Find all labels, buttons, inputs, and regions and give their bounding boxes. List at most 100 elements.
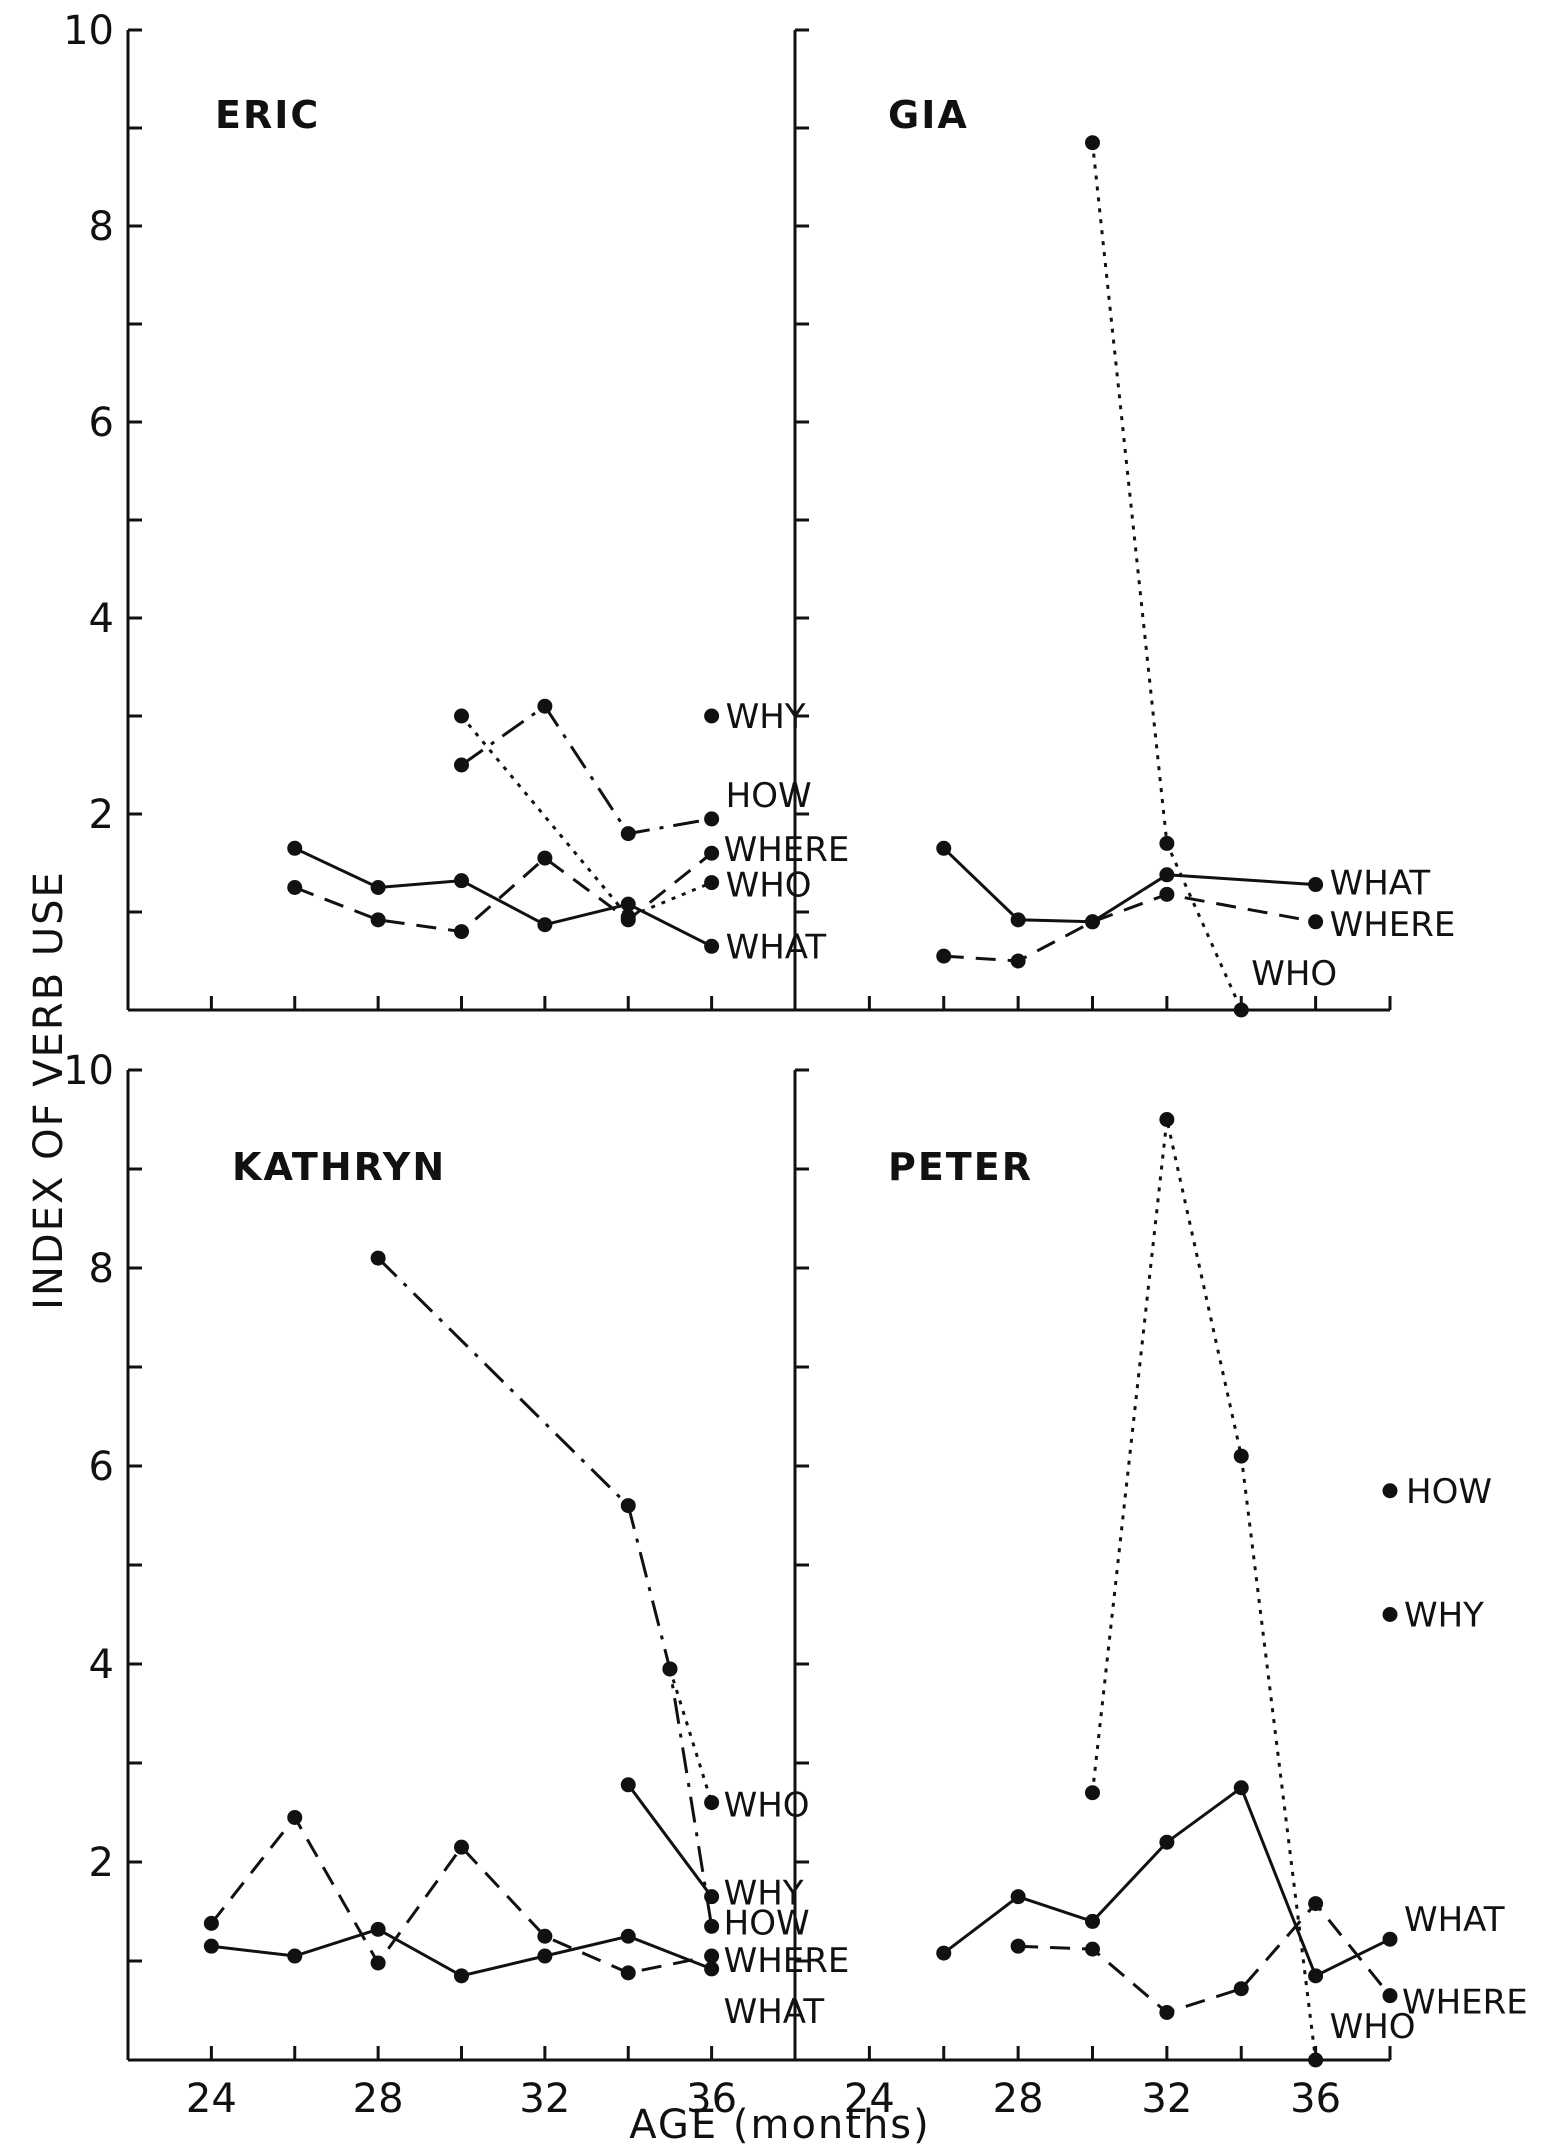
kathryn-x-tick-label: 24 xyxy=(186,2076,237,2122)
eric-series-who-point xyxy=(704,875,720,891)
peter-series-where-point xyxy=(1308,1896,1324,1912)
kathryn-series-why-point xyxy=(620,1777,636,1793)
peter-series-what-point xyxy=(1382,1931,1398,1947)
peter-series-what-point xyxy=(1159,1834,1175,1850)
peter-series-where-point xyxy=(1159,2004,1175,2020)
peter-x-tick-label: 24 xyxy=(844,2076,895,2122)
peter-series-where-point xyxy=(1010,1938,1026,1954)
eric-series-what-point xyxy=(287,840,303,856)
kathryn-series-what-point xyxy=(454,1968,469,1984)
peter-series-where-point xyxy=(1085,1941,1100,1957)
eric-series-what-point xyxy=(370,880,386,895)
peter-x-tick-label: 36 xyxy=(1290,2076,1341,2122)
peter-series-where-label: WHERE xyxy=(1402,1983,1528,2023)
gia-panel-title: GIA xyxy=(888,93,969,137)
eric-series-why-label: WHY xyxy=(726,697,806,737)
peter-series-what-point xyxy=(1308,1968,1324,1984)
peter-series-who-point xyxy=(1233,1448,1249,1464)
kathryn-series-what-label: WHAT xyxy=(724,1992,825,2032)
kathryn-series-where-point xyxy=(620,1965,636,1981)
peter-series-how-point xyxy=(1382,1483,1398,1499)
eric-series-what-label: WHAT xyxy=(726,927,827,967)
gia-series-who-point xyxy=(1085,135,1100,151)
peter-series-what-label: WHAT xyxy=(1404,1900,1505,1940)
peter-series-who-point xyxy=(1308,2052,1324,2068)
peter-series-where-line xyxy=(1018,1901,1392,2015)
eric-series-where-point xyxy=(704,845,720,861)
y-axis-label: INDEX OF VERB USE xyxy=(26,870,72,1310)
kathryn-series-how-point xyxy=(370,1250,386,1266)
gia-series-who-point xyxy=(1233,1002,1249,1018)
kathryn-series-what-point xyxy=(620,1928,636,1944)
kathryn-series-what-point xyxy=(537,1948,553,1964)
eric-series-who-point xyxy=(620,909,636,925)
gia-series-where-point xyxy=(1159,886,1175,902)
kathryn-series-what-point xyxy=(203,1938,219,1954)
eric-series-how-point xyxy=(454,757,469,773)
kathryn-y-tick-label: 10 xyxy=(63,1048,114,1094)
eric-panel-title: ERIC xyxy=(215,93,320,137)
eric-y-tick-label: 2 xyxy=(89,792,114,838)
kathryn-x-tick-label: 28 xyxy=(353,2076,404,2122)
kathryn-x-tick-label: 32 xyxy=(519,2076,570,2122)
kathryn-y-tick-label: 6 xyxy=(89,1444,114,1490)
kathryn-series-where-point xyxy=(454,1839,469,1855)
peter-series-what-line xyxy=(942,1785,1391,1978)
eric-series-where-point xyxy=(537,850,553,866)
eric-y-tick-label: 10 xyxy=(63,8,114,54)
eric-series-what-line xyxy=(294,846,713,948)
kathryn-series-what-point xyxy=(704,1961,720,1977)
gia-series-where-label: WHERE xyxy=(1330,905,1456,945)
kathryn-y-tick-label: 4 xyxy=(89,1642,114,1688)
peter-x-tick-label: 32 xyxy=(1141,2076,1192,2122)
kathryn-series-where-point xyxy=(537,1928,553,1944)
gia-series-where-line xyxy=(943,892,1316,963)
peter-series-where-point xyxy=(1233,1981,1249,1997)
gia-series-who-label: WHO xyxy=(1251,954,1337,994)
kathryn-panel-title: KATHRYN xyxy=(232,1145,446,1189)
peter-series-what-point xyxy=(1010,1889,1026,1905)
gia-series-what-point xyxy=(1010,912,1026,928)
gia-series-where-point xyxy=(1085,914,1100,930)
kathryn-series-who-point xyxy=(704,1795,720,1811)
kathryn-y-tick-label: 2 xyxy=(89,1840,114,1886)
eric-series-where-point xyxy=(454,924,469,940)
peter-x-tick-label: 28 xyxy=(993,2076,1044,2122)
kathryn-series-where-point xyxy=(704,1948,720,1964)
kathryn-x-tick-label: 36 xyxy=(686,2076,737,2122)
eric-series-who-point xyxy=(454,708,469,724)
eric-series-how-label: HOW xyxy=(726,776,812,816)
peter-series-how-label: HOW xyxy=(1406,1472,1492,1512)
kathryn-series-where-point xyxy=(287,1809,303,1825)
eric-series-how-point xyxy=(537,698,553,714)
eric-series-how-point xyxy=(620,826,636,842)
eric-series-where-line xyxy=(294,852,713,934)
kathryn-series-where-point xyxy=(203,1915,219,1931)
eric-series-why-point xyxy=(704,708,720,724)
kathryn-series-where-label: WHERE xyxy=(724,1941,850,1981)
kathryn-series-why-line xyxy=(627,1783,713,1898)
kathryn-series-how-point xyxy=(704,1918,720,1934)
eric-series-what-point xyxy=(454,873,469,889)
gia-series-where-point xyxy=(1010,953,1026,969)
kathryn-series-how-point xyxy=(662,1661,678,1677)
gia-series-what-point xyxy=(936,840,952,856)
eric-series-who-label: WHO xyxy=(726,866,812,906)
eric-series-where-point xyxy=(370,912,386,928)
kathryn-series-how-label: HOW xyxy=(724,1903,810,1943)
eric-series-who-line xyxy=(460,715,713,919)
peter-series-who-label: WHO xyxy=(1330,2007,1416,2047)
kathryn-series-who-line xyxy=(668,1668,714,1804)
gia-series-who-point xyxy=(1159,835,1175,851)
eric-series-what-point xyxy=(704,938,720,954)
kathryn-y-tick-label: 8 xyxy=(89,1246,114,1292)
kathryn-series-why-label: WHY xyxy=(724,1874,804,1914)
peter-series-what-point xyxy=(936,1945,952,1961)
eric-series-how-line xyxy=(460,704,712,836)
gia-series-what-label: WHAT xyxy=(1330,864,1431,904)
eric-series-how-point xyxy=(704,811,720,827)
